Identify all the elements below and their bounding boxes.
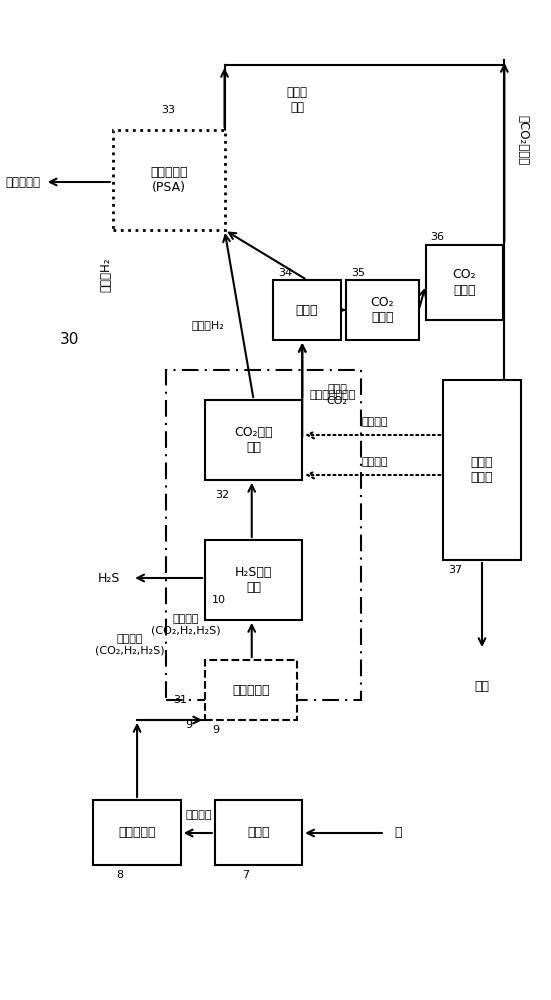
Text: 可燃性
废气: 可燃性 废气 [287, 86, 308, 114]
Bar [273, 280, 341, 340]
Bar [93, 800, 181, 865]
Text: 高浓度
CO₂: 高浓度 CO₂ [327, 384, 348, 406]
Text: 气化炉: 气化炉 [247, 826, 270, 839]
Text: 合成气体: 合成气体 [185, 810, 212, 820]
Text: 氢提纯装置
(PSA): 氢提纯装置 (PSA) [150, 166, 187, 194]
Text: CO₂
贮藏罐: CO₂ 贮藏罐 [453, 268, 476, 296]
Text: 31: 31 [173, 695, 187, 705]
Text: 气体冷却器: 气体冷却器 [233, 684, 270, 696]
Text: H₂S分离
装置: H₂S分离 装置 [235, 566, 272, 594]
Text: 转换反应器: 转换反应器 [118, 826, 156, 839]
Text: 废热回
收锅炉: 废热回 收锅炉 [471, 456, 493, 484]
Text: 30: 30 [60, 332, 79, 348]
Text: 9: 9 [186, 720, 193, 730]
Text: 烟囱: 烟囱 [474, 680, 489, 693]
Text: 〈气体提纯部〉: 〈气体提纯部〉 [309, 390, 356, 400]
Text: CO₂
压缩机: CO₂ 压缩机 [371, 296, 394, 324]
Text: 煤: 煤 [395, 826, 402, 840]
Text: 32: 32 [215, 490, 229, 500]
Bar [346, 280, 419, 340]
Text: 33: 33 [161, 105, 175, 115]
Text: CO₂分离
装置: CO₂分离 装置 [234, 426, 273, 454]
Text: 混合气体
(CO₂,H₂,H₂S): 混合气体 (CO₂,H₂,H₂S) [151, 614, 220, 636]
Text: H₂S: H₂S [98, 572, 121, 584]
Text: 7: 7 [242, 870, 250, 880]
Text: 混合气体
(CO₂,H₂,H₂S): 混合气体 (CO₂,H₂,H₂S) [95, 634, 164, 656]
Text: 8: 8 [116, 870, 123, 880]
Bar [205, 660, 298, 720]
Bar [426, 245, 504, 320]
Bar [113, 130, 224, 230]
Text: 36: 36 [430, 232, 445, 242]
Text: 10: 10 [212, 595, 226, 605]
Text: 再生蒸汽: 再生蒸汽 [362, 457, 388, 467]
Bar [166, 370, 360, 700]
Bar [443, 380, 521, 560]
Text: 高纯度氢气: 高纯度氢气 [5, 176, 40, 188]
Text: 34: 34 [278, 268, 292, 278]
Text: 除湿器: 除湿器 [296, 304, 318, 316]
Bar [215, 800, 302, 865]
Text: 高浓度H₂: 高浓度H₂ [192, 320, 224, 330]
Bar [205, 540, 302, 620]
Text: 高浓度H₂: 高浓度H₂ [100, 258, 113, 292]
Bar [205, 400, 302, 480]
Text: 35: 35 [351, 268, 365, 278]
Text: 37: 37 [448, 565, 462, 575]
Text: 9: 9 [212, 725, 219, 735]
Text: 再生蒸汽: 再生蒸汽 [362, 417, 388, 427]
Text: 至CO₂利用处: 至CO₂利用处 [516, 115, 529, 165]
